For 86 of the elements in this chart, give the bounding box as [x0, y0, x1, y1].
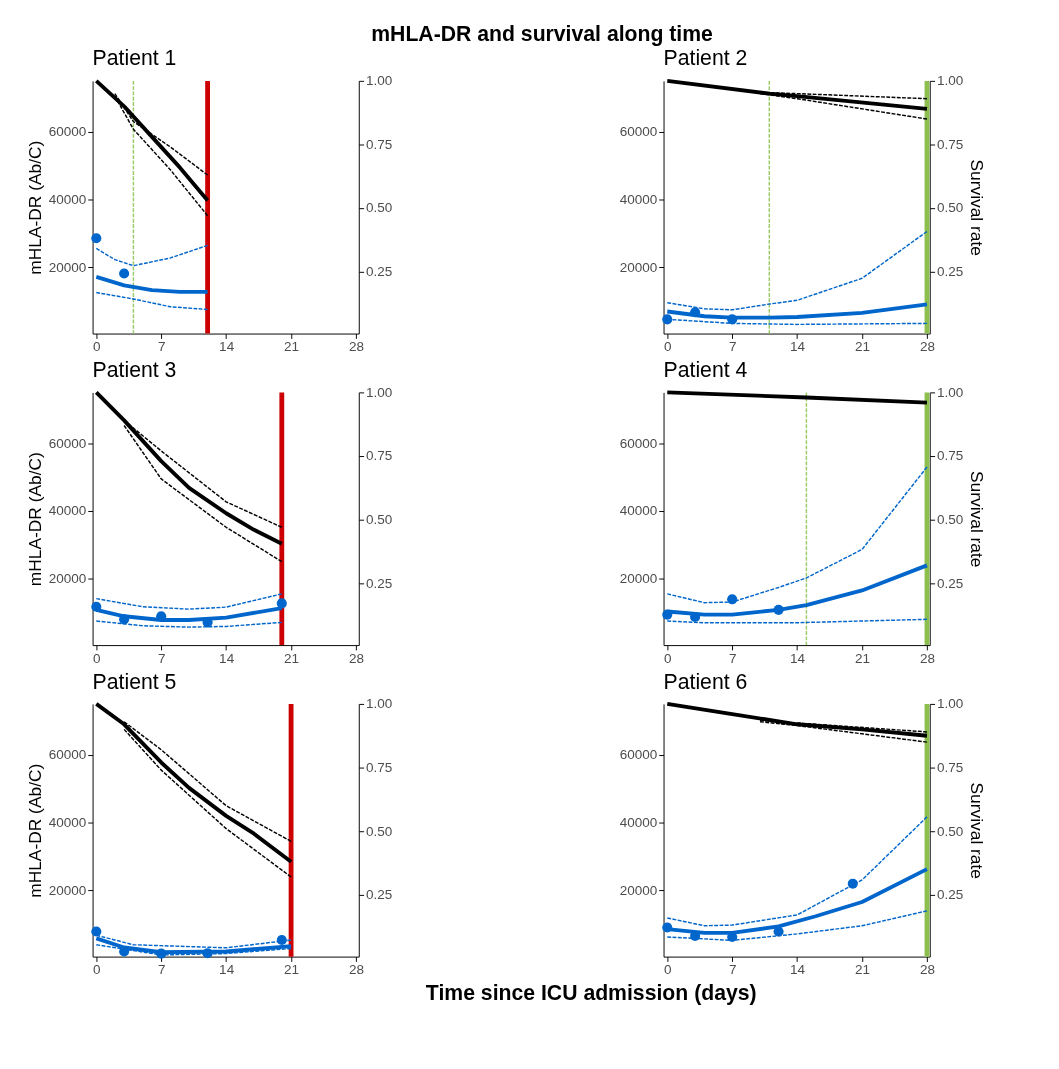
y2-axis-title: Survival rate: [966, 470, 987, 568]
y-tick-label: 20000: [619, 259, 658, 275]
x-tick-label: 28: [348, 339, 364, 355]
chart-title: Patient 5: [92, 669, 177, 693]
x-tick-label: 14: [219, 339, 235, 355]
x-tick-label: 21: [284, 339, 300, 355]
y-tick-label: 40000: [48, 191, 87, 207]
y-tick-label: 60000: [48, 124, 87, 140]
y2-tick-label: 0.75: [936, 448, 964, 464]
x-tick-label: 7: [157, 962, 166, 978]
y-tick-label: 40000: [48, 503, 87, 519]
y-tick-label: 60000: [48, 435, 87, 451]
x-tick-label: 21: [855, 650, 871, 666]
x-tick-label: 0: [664, 962, 672, 978]
chart-title: Patient 6: [663, 669, 748, 693]
x-tick-label: 0: [664, 339, 672, 355]
y2-tick-label: 1.00: [936, 384, 964, 400]
x-tick-label: 14: [219, 650, 235, 666]
y2-tick-label: 1.00: [936, 696, 964, 712]
y2-tick-label: 0.25: [366, 264, 393, 280]
y2-tick-label: 1.00: [366, 696, 393, 712]
x-tick-label: 21: [284, 650, 300, 666]
y-tick-label: 40000: [619, 191, 658, 207]
y-tick-label: 60000: [619, 124, 658, 140]
y2-tick-label: 0.50: [936, 511, 964, 527]
x-tick-label: 21: [855, 339, 871, 355]
y2-tick-label: 1.00: [936, 73, 964, 89]
x-tick-label: 14: [790, 339, 806, 355]
y2-tick-label: 0.25: [936, 887, 964, 903]
x-tick-label: 7: [728, 339, 737, 355]
y2-tick-label: 0.25: [366, 575, 393, 591]
x-tick-label: 28: [348, 962, 364, 978]
y2-tick-label: 0.25: [936, 575, 964, 591]
x-tick-label: 0: [93, 650, 101, 666]
x-tick-label: 28: [919, 962, 935, 978]
y-tick-label: 20000: [48, 259, 87, 275]
x-tick-label: 28: [348, 650, 364, 666]
y2-tick-label: 0.75: [366, 136, 393, 152]
y-tick-label: 20000: [619, 882, 658, 898]
y2-tick-label: 0.50: [936, 200, 964, 216]
x-tick-label: 7: [728, 650, 737, 666]
y2-axis-title: Survival rate: [966, 159, 987, 256]
y2-tick-label: 0.75: [366, 759, 393, 775]
y2-axis-title: Survival rate: [966, 782, 987, 879]
y2-tick-label: 0.25: [936, 264, 964, 280]
y2-tick-label: 0.75: [936, 136, 964, 152]
x-tick-label: 0: [664, 650, 672, 666]
x-tick-label: 28: [919, 339, 935, 355]
y-tick-label: 60000: [619, 435, 658, 451]
y2-tick-label: 1.00: [366, 73, 393, 89]
y2-tick-label: 0.50: [366, 511, 393, 527]
x-tick-label: 21: [284, 962, 300, 978]
y-tick-label: 20000: [619, 571, 658, 587]
x-tick-label: 14: [790, 962, 806, 978]
x-tick-label: 7: [157, 650, 166, 666]
y2-tick-label: 0.75: [366, 448, 393, 464]
x-tick-label: 14: [790, 650, 806, 666]
chart-title: Patient 1: [92, 46, 177, 70]
y2-tick-label: 1.00: [366, 384, 393, 400]
chart-title: Patient 3: [92, 357, 177, 381]
y-tick-label: 20000: [48, 571, 87, 587]
y2-tick-label: 0.50: [936, 823, 964, 839]
y-tick-label: 60000: [619, 747, 658, 763]
y-axis-title: mHLA-DR (Ab/C): [25, 763, 46, 898]
y2-tick-label: 0.50: [366, 823, 393, 839]
x-tick-label: 7: [157, 339, 166, 355]
y2-tick-label: 0.75: [936, 759, 964, 775]
x-axis-title: Time since ICU admission (days): [425, 981, 757, 1006]
x-tick-label: 28: [919, 650, 935, 666]
y2-tick-label: 0.25: [366, 887, 393, 903]
y-tick-label: 40000: [619, 814, 658, 830]
y2-tick-label: 0.50: [366, 200, 393, 216]
chart-title: Patient 4: [663, 357, 748, 381]
text: mHLA-DR and survival along time: [371, 22, 714, 47]
y-axis-title: mHLA-DR (Ab/C): [25, 140, 46, 275]
x-tick-label: 0: [93, 962, 101, 978]
chart-title: Patient 2: [663, 46, 748, 70]
y-tick-label: 40000: [48, 814, 87, 830]
y-tick-label: 40000: [619, 503, 658, 519]
x-tick-label: 7: [728, 962, 737, 978]
x-tick-label: 21: [855, 962, 871, 978]
y-axis-title: mHLA-DR (Ab/C): [25, 452, 46, 587]
y-tick-label: 60000: [48, 747, 87, 763]
x-tick-label: 0: [93, 339, 101, 355]
x-tick-label: 14: [219, 962, 235, 978]
y-tick-label: 20000: [48, 882, 87, 898]
